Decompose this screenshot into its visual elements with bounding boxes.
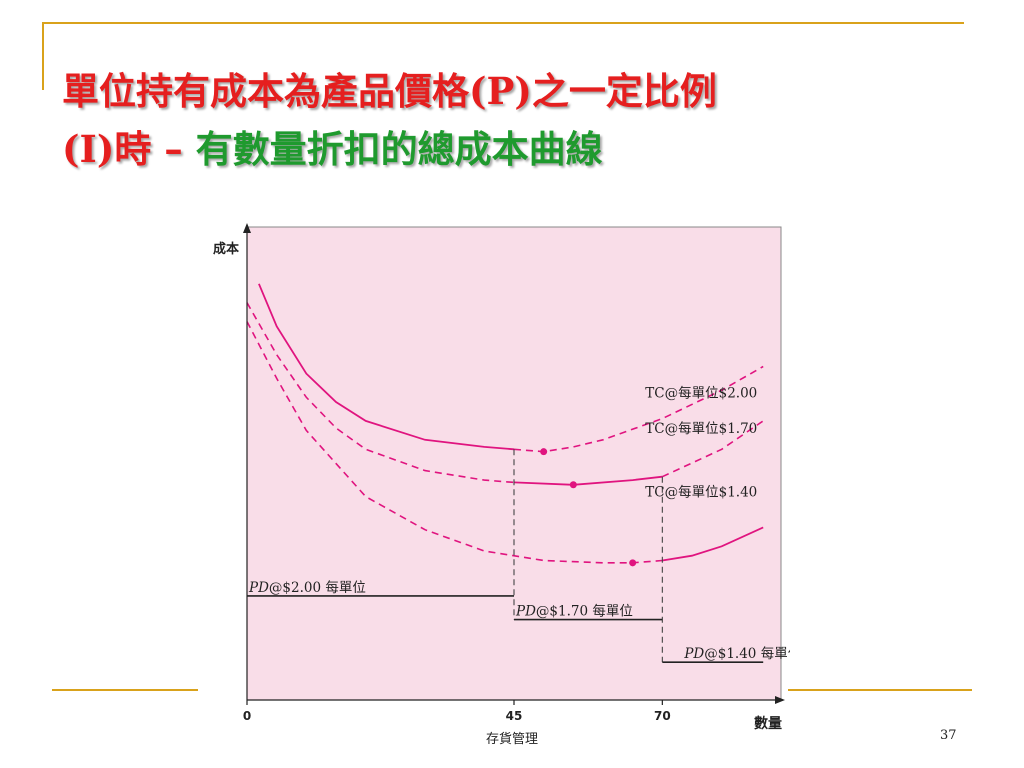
title-part-3: 有數量折扣的總成本曲線	[195, 127, 603, 171]
series-3-label: TC@每單位$1.40	[645, 485, 757, 501]
bottom-rule-left	[52, 689, 198, 691]
series-1-optimum-point	[540, 448, 548, 456]
bottom-rule-right	[788, 689, 972, 691]
x-axis-arrow	[775, 696, 785, 704]
left-rule	[42, 22, 44, 90]
pd-step-label-3: PD@$1.40 每單位	[683, 646, 790, 662]
slide-footer: 存貨管理	[485, 732, 538, 747]
series-2-optimum-point	[569, 481, 577, 489]
series-3-optimum-point	[629, 559, 637, 567]
y-axis-arrow	[243, 223, 251, 233]
series-1-solid	[258, 283, 515, 451]
x-axis-label: 數量	[754, 715, 782, 732]
slide-title: 單位持有成本為產品價格(P)之一定比例 (I)時 – 有數量折扣的總成本曲線	[62, 62, 962, 178]
x-tick-label-45: 45	[506, 709, 523, 723]
series-3-dashed-left	[246, 321, 663, 564]
x-tick-label-70: 70	[654, 709, 671, 723]
series-3-solid	[662, 526, 764, 562]
y-axis-label: 成本	[213, 241, 239, 257]
series-2-dashed-right	[661, 420, 764, 478]
title-part-1: 單位持有成本為產品價格(P)之一定比例	[62, 69, 717, 113]
pd-step-label-2: PD@$1.70 每單位	[515, 604, 633, 620]
series-2-label: TC@每單位$1.70	[645, 421, 757, 437]
total-cost-chart: TC@每單位$2.00 TC@每單位$1.70 TC@每單位$1.40 PD@$2.0…	[213, 223, 790, 732]
pd-step-label-1: PD@$2.00 每單位	[248, 580, 366, 596]
series-1-label: TC@每單位$2.00	[645, 385, 757, 401]
x-tick-label-0: 0	[243, 709, 251, 723]
page-number: 37	[940, 728, 957, 743]
series-2-solid	[513, 475, 663, 486]
title-part-2: (I)時 –	[62, 127, 196, 171]
top-rule	[44, 22, 964, 24]
series-2-dashed-left	[246, 302, 515, 484]
